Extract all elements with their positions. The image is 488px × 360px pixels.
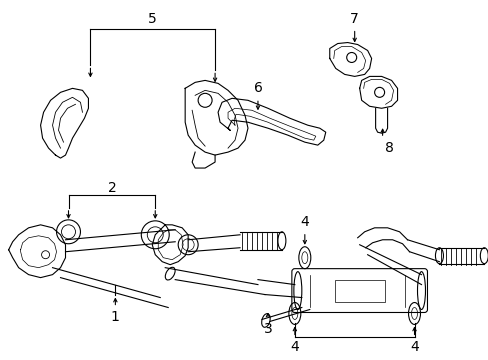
Text: 2: 2 [108,181,117,195]
Text: 4: 4 [300,215,308,229]
Text: 6: 6 [253,81,262,95]
Text: 8: 8 [385,141,393,155]
Text: 1: 1 [111,310,120,324]
Text: 5: 5 [147,12,156,26]
Bar [334,280,384,302]
Text: 4: 4 [409,340,418,354]
Text: 3: 3 [263,323,272,337]
Text: 7: 7 [349,12,358,26]
Text: 4: 4 [290,340,299,354]
FancyBboxPatch shape [291,269,427,312]
